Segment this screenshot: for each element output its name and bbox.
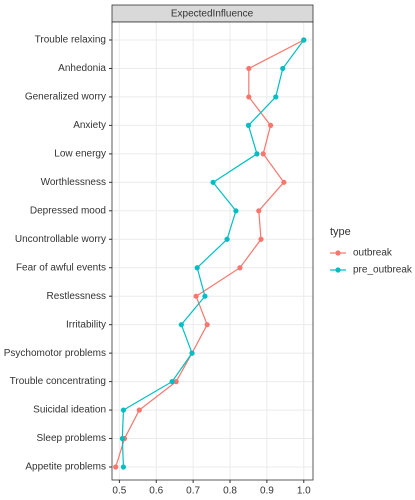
point <box>254 151 260 157</box>
panel <box>112 22 313 480</box>
y-tick-label: Depressed mood <box>30 205 106 216</box>
point <box>204 322 210 328</box>
point <box>169 379 175 385</box>
y-tick-label: Trouble concentrating <box>10 376 106 387</box>
y-tick-label: Low energy <box>54 149 106 160</box>
point <box>246 65 252 72</box>
y-tick-label: Worthlessness <box>41 177 106 188</box>
legend-label: pre_outbreak <box>353 265 413 276</box>
point <box>120 407 127 413</box>
legend-key <box>335 250 341 256</box>
series-line <box>115 39 305 468</box>
y-tick-label: Psychomotor problems <box>4 348 106 359</box>
legend-title: type <box>330 226 351 238</box>
point <box>189 350 195 356</box>
legend-key <box>335 267 341 273</box>
point <box>113 464 119 470</box>
point <box>246 94 252 100</box>
x-tick-label: 1.0 <box>297 486 311 497</box>
point <box>237 265 243 271</box>
x-tick-label: 0.6 <box>149 486 163 497</box>
series-line <box>121 39 305 468</box>
point <box>173 379 179 385</box>
y-tick-label: Restlessness <box>47 291 106 302</box>
y-tick-label: Anxiety <box>73 120 106 131</box>
point <box>202 293 208 299</box>
y-tick-label: Fear of awful events <box>16 262 106 273</box>
point <box>193 293 199 299</box>
point <box>280 65 286 72</box>
point <box>258 236 264 242</box>
point <box>119 435 125 442</box>
point <box>281 179 287 185</box>
point <box>301 37 307 43</box>
legend-label: outbreak <box>353 248 393 259</box>
point <box>233 208 239 214</box>
y-tick-label: Irritability <box>66 319 106 330</box>
x-tick-label: 0.5 <box>112 486 126 497</box>
point <box>245 122 252 128</box>
point <box>136 407 142 413</box>
point <box>256 208 262 214</box>
point <box>273 94 279 100</box>
y-tick-label: Trouble relaxing <box>35 35 106 46</box>
point <box>120 464 127 470</box>
y-tick-label: Suicidal ideation <box>33 405 106 416</box>
x-tick-label: 0.8 <box>223 486 237 497</box>
y-tick-label: Anhedonia <box>58 63 106 74</box>
point <box>194 265 200 271</box>
y-tick-label: Appetite problems <box>25 462 106 473</box>
point <box>224 236 230 242</box>
x-tick-label: 0.9 <box>260 486 274 497</box>
y-tick-label: Generalized worry <box>25 92 106 103</box>
y-tick-label: Sleep problems <box>37 433 106 444</box>
point <box>260 151 266 157</box>
x-tick-label: 0.7 <box>186 486 200 497</box>
point <box>178 322 184 328</box>
y-tick-label: Uncontrollable worry <box>15 234 106 245</box>
panel-border <box>111 21 314 481</box>
point <box>210 179 216 185</box>
strip-label: ExpectedInfluence <box>171 9 254 20</box>
point <box>267 122 274 128</box>
